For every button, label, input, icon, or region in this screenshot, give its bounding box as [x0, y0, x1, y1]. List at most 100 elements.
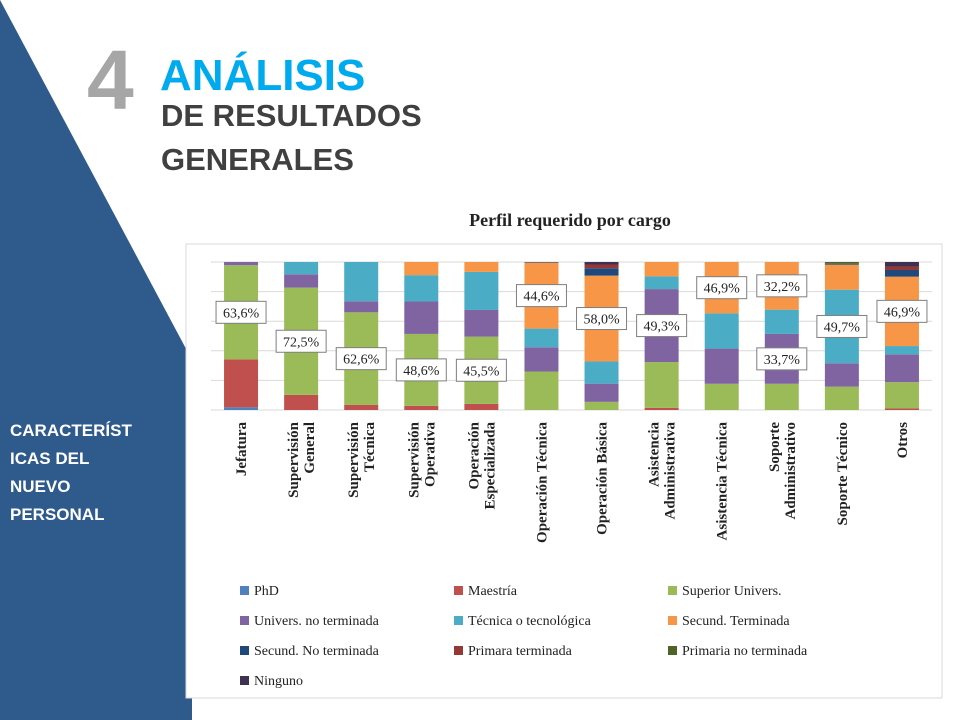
bar-segment — [464, 262, 499, 272]
bar-segment — [404, 262, 439, 276]
data-label: 49,3% — [644, 320, 681, 335]
bar-segment — [404, 301, 439, 334]
legend-label: Ninguno — [254, 674, 303, 689]
x-tick-label: Otros — [895, 422, 911, 459]
x-tick-label: SoporteAdministrativo — [767, 422, 799, 520]
data-label: 46,9% — [704, 282, 741, 297]
bar-segment — [764, 309, 799, 334]
bar-segment — [644, 262, 679, 277]
data-label: 58,0% — [583, 313, 620, 328]
legend-label: Secund. No terminada — [254, 644, 380, 659]
bar-segment — [884, 354, 919, 383]
x-tick-label: OperaciónEspecializada — [466, 421, 498, 509]
section-number: 4 — [87, 33, 134, 127]
data-label-box — [576, 307, 628, 331]
bar-segment — [884, 408, 919, 410]
data-label: 32,2% — [764, 280, 801, 295]
bar-segment — [344, 301, 379, 313]
bar-segment — [224, 407, 259, 410]
x-tick-label: Jefatura — [234, 422, 250, 477]
data-label-box — [215, 300, 267, 324]
chart-title: Perfil requerido por cargo — [469, 210, 671, 230]
legend-swatch — [454, 586, 463, 595]
legend-label: Superior Univers. — [682, 584, 782, 599]
bar-segment — [524, 328, 559, 348]
bar-segment — [584, 264, 619, 269]
bar-segment — [284, 274, 319, 288]
bar-segment — [704, 313, 739, 349]
bar-segment — [284, 394, 319, 410]
bar-segment — [344, 404, 379, 410]
legend-label: Univers. no terminada — [254, 614, 380, 629]
bar-segment — [884, 262, 919, 267]
x-tick-label: Operación Básica — [595, 422, 611, 535]
slide-subtitle-line1: DE RESULTADOS — [161, 98, 422, 133]
bar-segment — [824, 263, 859, 265]
bar-segment — [824, 264, 859, 290]
x-tick-label: SupervisiónGeneral — [286, 421, 318, 498]
x-tick-label: Asistencia Técnica — [715, 422, 731, 541]
data-label: 63,6% — [223, 306, 260, 321]
data-label-box — [335, 347, 387, 371]
data-label-box — [876, 299, 928, 323]
bar-segment — [584, 268, 619, 276]
bar-segment — [644, 362, 679, 408]
data-label: 45,5% — [463, 364, 500, 379]
legend-label: Primara terminada — [468, 644, 573, 659]
legend-label: Secund. Terminada — [682, 614, 790, 629]
bar-segment — [884, 346, 919, 355]
bar-segment — [704, 383, 739, 410]
bar-segment — [884, 266, 919, 270]
bar-segment — [344, 262, 379, 302]
bar-segment — [644, 276, 679, 290]
slide-subtitle-line2: GENERALES — [161, 142, 354, 177]
bar-segment — [584, 401, 619, 410]
legend-label: PhD — [254, 584, 279, 599]
bar-segment — [524, 262, 559, 263]
data-label: 62,6% — [343, 353, 380, 368]
data-label: 46,9% — [884, 305, 921, 320]
bar-segment — [524, 347, 559, 372]
bar-segment — [284, 262, 319, 275]
bar-segment — [584, 262, 619, 265]
bar-segment — [404, 275, 439, 302]
legend-swatch — [454, 616, 463, 625]
data-label-box — [636, 314, 688, 338]
data-label: 72,5% — [283, 335, 320, 350]
bar-segment — [464, 403, 499, 410]
bar-segment — [464, 309, 499, 337]
bar-segment — [644, 407, 679, 410]
bar-segment — [824, 262, 859, 264]
legend-label: Técnica o tecnológica — [468, 614, 592, 629]
legend-swatch — [668, 616, 677, 625]
bar-segment — [704, 348, 739, 384]
x-tick-label: Operación Técnica — [534, 422, 550, 543]
legend-swatch — [240, 676, 249, 685]
data-label-box — [395, 358, 447, 382]
legend-label: Maestría — [468, 584, 518, 599]
bar-segment — [464, 271, 499, 310]
data-label: 49,7% — [824, 320, 861, 335]
x-tick-label: SupervisiónTécnica — [346, 421, 378, 498]
data-label: 48,6% — [403, 364, 440, 379]
data-label-box — [275, 329, 327, 353]
legend-swatch — [454, 646, 463, 655]
data-label: 44,6% — [523, 290, 560, 305]
sidebar-caption: CARACTERÍST ICAS DEL NUEVO PERSONAL — [10, 421, 132, 524]
legend-swatch — [668, 646, 677, 655]
x-tick-label: Soporte Técnico — [835, 422, 851, 525]
bar-segment — [824, 386, 859, 410]
bar-segment — [584, 361, 619, 384]
legend-swatch — [240, 586, 249, 595]
bar-segment — [584, 383, 619, 402]
x-tick-label: AsistenciaAdministrativa — [647, 422, 679, 520]
legend-swatch — [240, 646, 249, 655]
bar-segment — [764, 383, 799, 410]
data-label-box — [455, 358, 507, 382]
x-tick-label: SupervisiónOperativa — [406, 421, 438, 498]
data-label-box — [756, 274, 808, 298]
bar-segment — [824, 363, 859, 387]
slide-title: ANÁLISIS — [160, 51, 366, 100]
